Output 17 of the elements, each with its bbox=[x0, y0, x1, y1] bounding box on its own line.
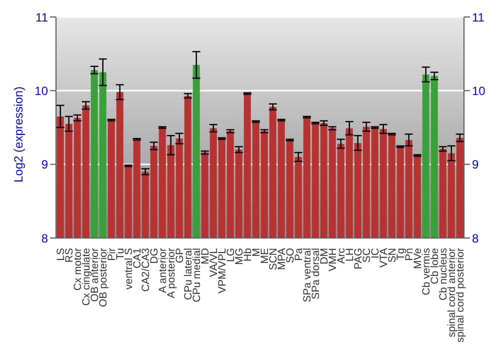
x-tick-label: Cb lobe bbox=[428, 248, 441, 284]
x-tick-label: A posterior bbox=[165, 248, 178, 298]
x-tick-label: MVe bbox=[412, 248, 424, 270]
y-tick-label: 11 bbox=[36, 10, 48, 24]
y2-tick-label: 8 bbox=[472, 231, 479, 246]
y-tick-label: 9 bbox=[41, 158, 48, 172]
y-tick-label: 8 bbox=[41, 231, 48, 246]
x-tick-label: OB posterior bbox=[97, 248, 110, 307]
y-tick-label: 10 bbox=[34, 84, 48, 98]
y2-tick-label: 10 bbox=[472, 84, 486, 98]
x-tick-label: spinal cord posterior bbox=[454, 247, 466, 343]
y2-tick-label: 11 bbox=[472, 10, 485, 24]
x-tick-label: DG bbox=[148, 248, 160, 264]
x-tick-label: RS bbox=[63, 248, 76, 263]
x-tick-label: Tg bbox=[394, 248, 407, 260]
y-axis-title: Log2 (expression) bbox=[11, 86, 26, 182]
y2-tick-label: 9 bbox=[472, 158, 479, 172]
